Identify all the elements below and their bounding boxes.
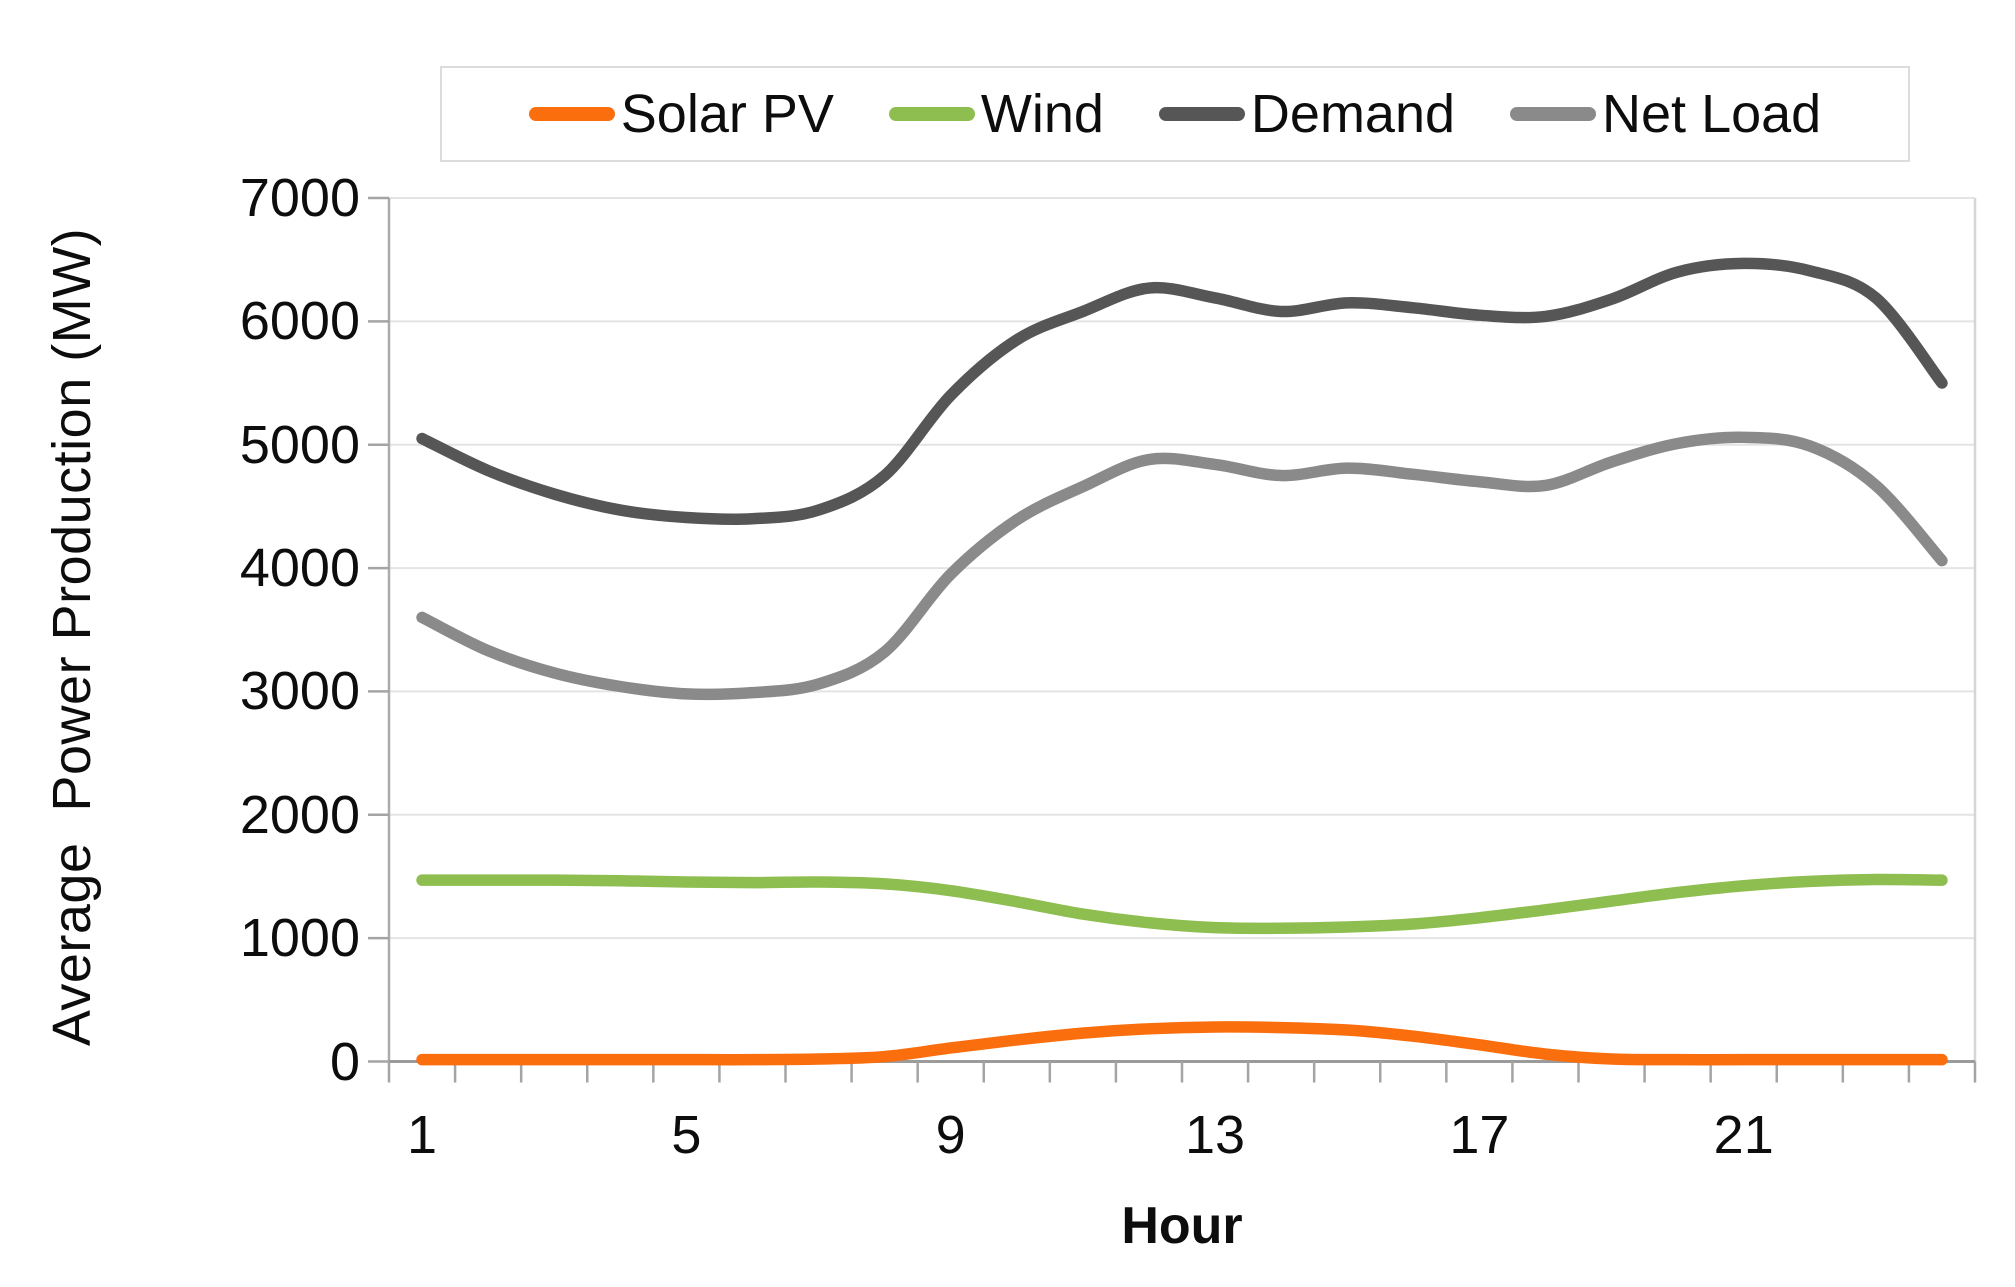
series-line-solar-pv [416, 1021, 1948, 1066]
legend-item-net-load: Net Load [1510, 84, 1821, 144]
x-tick-label-5: 5 [671, 1105, 702, 1165]
legend-item-solar-pv: Solar PV [528, 84, 834, 144]
series-line-net-load [416, 431, 1948, 701]
legend-label-net-load: Net Load [1602, 84, 1822, 144]
legend-swatch-wind [888, 107, 975, 121]
y-tick-label-2000: 2000 [239, 784, 360, 845]
x-tick-label-17: 17 [1449, 1105, 1510, 1165]
y-tick-label-7000: 7000 [239, 168, 360, 228]
y-tick-label-4000: 4000 [239, 538, 360, 599]
legend-swatch-net-load [1510, 107, 1597, 121]
x-tick-label-1: 1 [407, 1105, 438, 1165]
y-tick-label-5000: 5000 [239, 414, 360, 475]
x-tick-label-21: 21 [1713, 1105, 1774, 1165]
y-tick-label-6000: 6000 [239, 291, 360, 352]
legend-label-demand: Demand [1250, 84, 1456, 144]
legend-swatch-demand [1158, 107, 1245, 121]
legend: Solar PV Wind Demand Net Load [440, 66, 1910, 162]
y-tick-label-3000: 3000 [239, 661, 360, 722]
legend-label-solar-pv: Solar PV [620, 84, 834, 144]
y-tick-label-0: 0 [329, 1031, 360, 1092]
y-axis-title: Average Power Production (MW) [42, 227, 102, 1047]
x-tick-label-9: 9 [935, 1105, 966, 1165]
series-line-wind [416, 873, 1948, 935]
series-line-demand [416, 257, 1948, 526]
x-tick-label-13: 13 [1184, 1105, 1246, 1165]
legend-swatch-solar-pv [528, 107, 615, 121]
legend-item-demand: Demand [1158, 84, 1456, 144]
legend-item-wind: Wind [888, 84, 1104, 144]
y-tick-label-1000: 1000 [239, 908, 360, 969]
legend-label-wind: Wind [980, 84, 1104, 144]
x-axis-title: Hour [1121, 1197, 1243, 1255]
